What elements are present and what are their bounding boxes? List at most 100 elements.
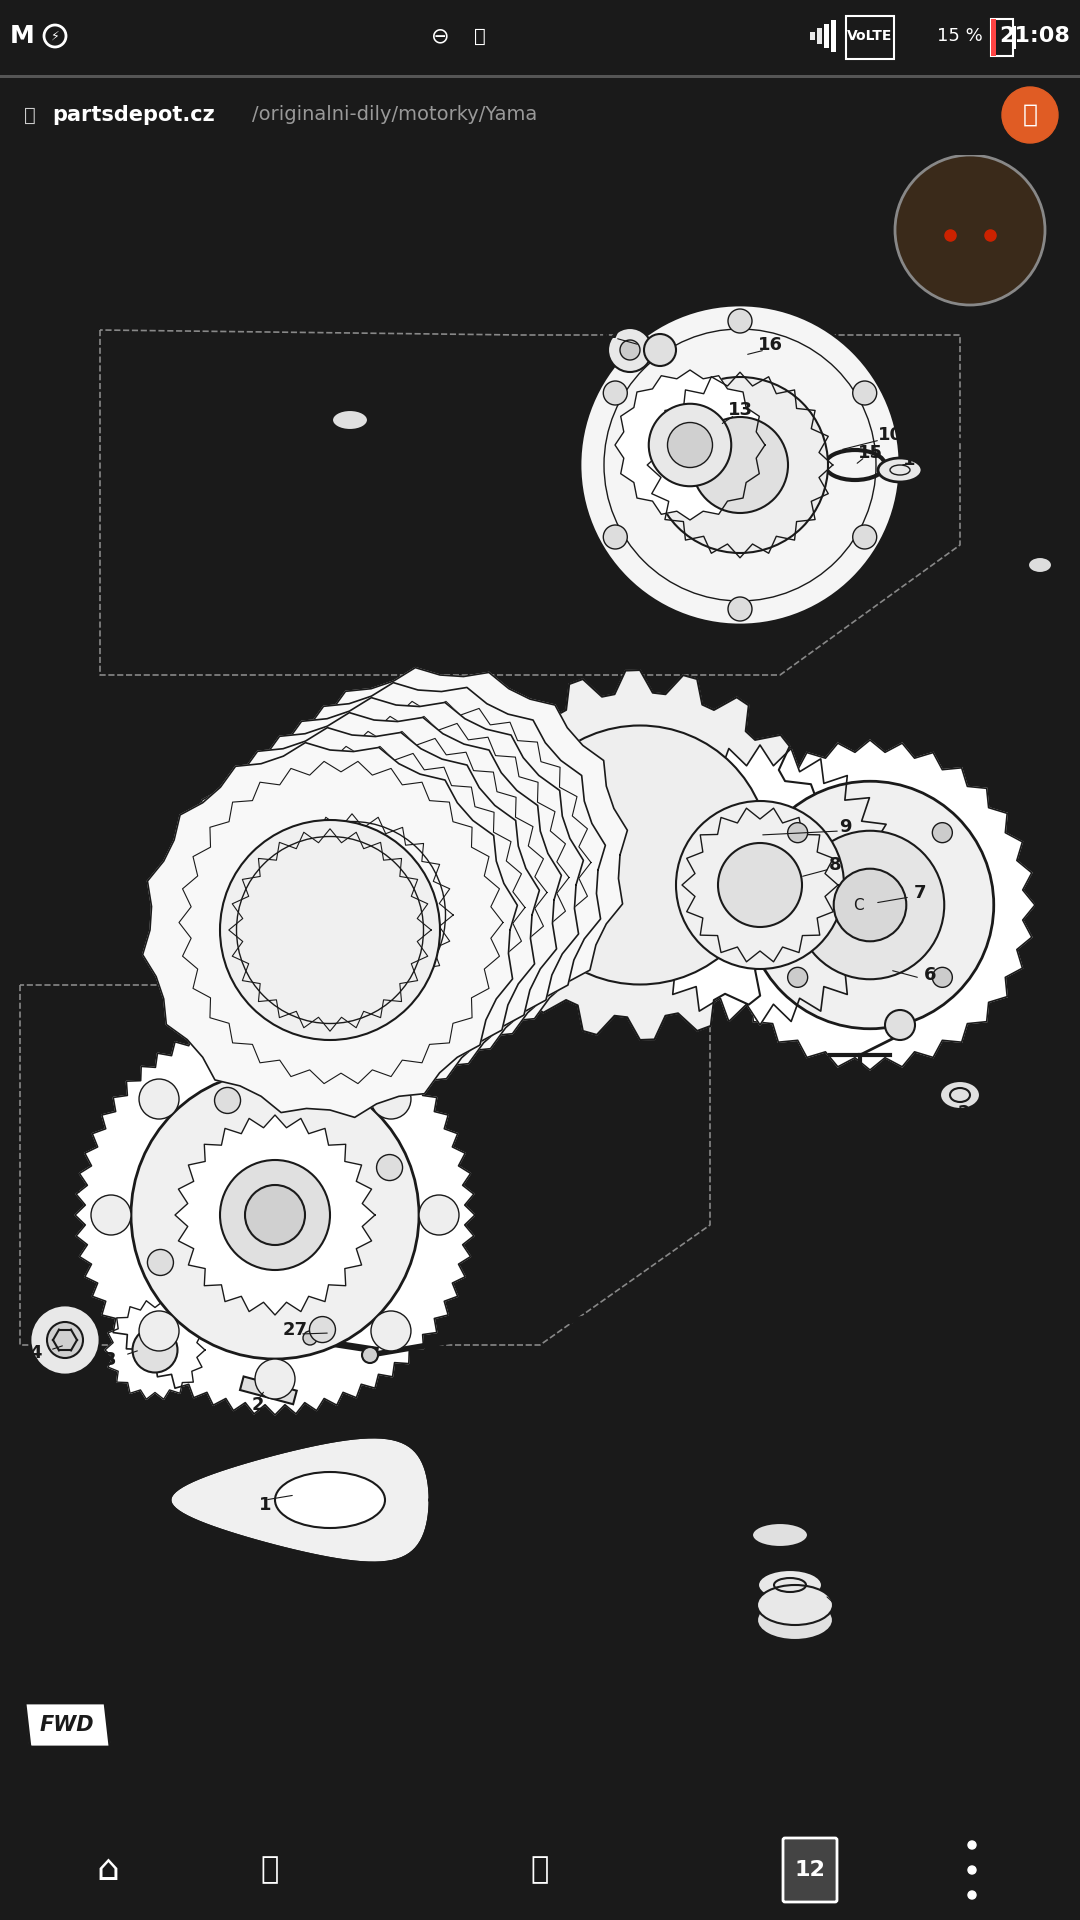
Text: 15 %: 15 % [937,27,983,44]
Polygon shape [105,1300,205,1400]
Circle shape [295,766,519,989]
Polygon shape [208,697,583,1073]
Polygon shape [455,670,825,1041]
Text: ⏰: ⏰ [474,27,486,46]
Text: 21:08: 21:08 [999,27,1070,46]
Text: 🔖: 🔖 [261,1855,279,1885]
Text: 17: 17 [597,324,622,342]
Circle shape [30,1306,100,1375]
Ellipse shape [758,1571,822,1599]
Circle shape [644,334,676,367]
Circle shape [796,831,944,979]
Circle shape [667,422,713,467]
Text: partsdepot.cz: partsdepot.cz [52,106,215,125]
Circle shape [251,795,475,1020]
Circle shape [245,716,569,1039]
Polygon shape [620,745,900,1025]
Text: 🔒: 🔒 [24,106,36,125]
Text: 22: 22 [743,1215,768,1235]
Circle shape [242,804,462,1025]
Circle shape [255,1031,295,1071]
Text: 3: 3 [104,1352,117,1369]
Text: ⚡: ⚡ [51,29,59,42]
Polygon shape [171,1436,430,1563]
Text: 13: 13 [728,401,753,419]
Circle shape [318,751,541,975]
Text: 12: 12 [795,1860,825,1880]
Circle shape [330,745,550,966]
Circle shape [746,781,994,1029]
Circle shape [286,776,507,995]
Text: 29: 29 [831,1594,855,1613]
Polygon shape [175,1116,375,1315]
Text: C: C [853,897,863,912]
Polygon shape [143,743,517,1117]
Circle shape [885,1010,915,1041]
Circle shape [608,328,652,372]
Circle shape [604,524,627,549]
Polygon shape [187,712,562,1087]
Text: ⌂: ⌂ [96,1853,120,1887]
Circle shape [362,1348,378,1363]
Text: /originalni-dily/motorky/Yama: /originalni-dily/motorky/Yama [252,106,537,125]
Circle shape [787,822,808,843]
Circle shape [179,760,503,1085]
Text: FWD: FWD [40,1715,94,1736]
Bar [1013,27,1016,48]
Polygon shape [164,728,539,1102]
Circle shape [580,305,900,626]
Circle shape [620,340,640,361]
Text: 30: 30 [827,1553,852,1572]
Polygon shape [705,739,1035,1069]
Circle shape [1002,86,1058,142]
Circle shape [787,968,808,987]
Circle shape [718,843,802,927]
Text: 18: 18 [308,601,333,618]
Circle shape [649,403,731,486]
Ellipse shape [878,459,922,482]
Circle shape [968,1866,976,1874]
FancyBboxPatch shape [783,1837,837,1903]
Circle shape [377,1154,403,1181]
Text: 21: 21 [983,465,1008,482]
Circle shape [419,1194,459,1235]
Polygon shape [615,371,765,520]
Text: 26: 26 [458,1315,483,1334]
Text: 19: 19 [407,626,432,643]
Text: ⊖: ⊖ [431,27,449,46]
Ellipse shape [757,1586,833,1624]
Circle shape [267,701,591,1025]
Circle shape [728,309,752,332]
Circle shape [370,1311,411,1352]
Text: 7: 7 [914,883,927,902]
Bar [831,19,836,52]
Text: 27: 27 [283,1321,308,1338]
Bar [0,75,1080,79]
Text: 14: 14 [903,451,928,468]
Circle shape [370,1079,411,1119]
Bar [810,31,815,40]
Bar [816,27,822,44]
Text: 4BEA100--5130: 4BEA100--5130 [130,1715,260,1732]
Text: 28: 28 [842,1619,867,1636]
Text: 5: 5 [49,1162,62,1179]
Text: 2: 2 [252,1396,265,1413]
Text: 20: 20 [993,482,1017,499]
Ellipse shape [1028,557,1052,572]
Circle shape [255,1359,295,1400]
Circle shape [222,730,546,1054]
Polygon shape [25,1703,110,1747]
Circle shape [148,1250,174,1275]
Text: 10: 10 [877,426,903,444]
Ellipse shape [332,411,368,430]
Circle shape [245,1185,305,1244]
Circle shape [895,156,1045,305]
Polygon shape [75,1016,475,1415]
Circle shape [511,726,769,985]
Text: VoLTE: VoLTE [848,29,893,42]
Circle shape [604,380,627,405]
Circle shape [853,524,877,549]
Text: 16: 16 [757,336,783,353]
Text: 23: 23 [892,1073,918,1092]
Circle shape [131,1071,419,1359]
